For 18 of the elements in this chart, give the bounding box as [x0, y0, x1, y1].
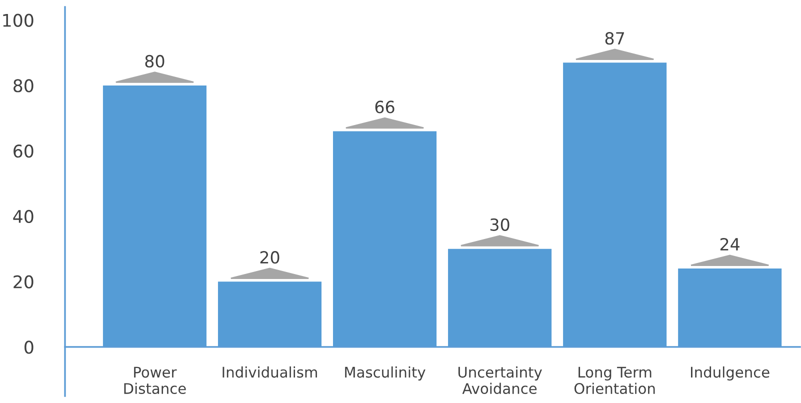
x-tick-label: Uncertainty Avoidance	[458, 366, 542, 394]
x-tick-label: Power Distance	[124, 366, 186, 394]
y-tick-label: 40	[13, 210, 34, 224]
data-label: 30	[490, 218, 510, 231]
data-label: 20	[260, 251, 280, 264]
x-tick-label: Masculinity	[345, 366, 426, 381]
y-tick-label: 80	[14, 79, 34, 92]
data-label: 87	[605, 32, 624, 45]
x-tick-label: Individualism	[222, 366, 317, 378]
y-tick-label: 0	[24, 340, 34, 354]
y-tick-label: 60	[14, 144, 34, 158]
data-label: 24	[720, 238, 740, 250]
data-label: 80	[145, 54, 164, 68]
x-tick-label: Long Term Orientation	[574, 366, 655, 394]
y-tick-label: 20	[14, 275, 34, 288]
y-tick-label: 100	[3, 14, 34, 27]
x-tick-label: Indulgence	[690, 366, 770, 381]
data-label: 66	[375, 100, 394, 114]
